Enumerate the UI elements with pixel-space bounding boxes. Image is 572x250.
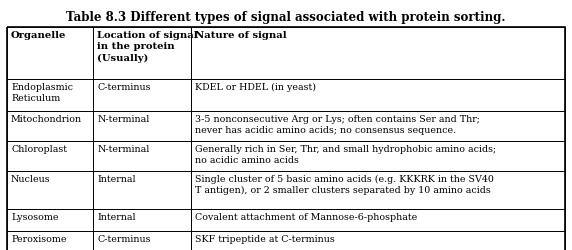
Text: C-terminus: C-terminus — [97, 83, 151, 92]
Text: SKF tripeptide at C-terminus: SKF tripeptide at C-terminus — [195, 235, 335, 244]
Bar — [7, 111, 93, 141]
Bar — [191, 111, 565, 141]
Bar — [93, 111, 191, 141]
Text: 3-5 nonconsecutive Arg or Lys; often contains Ser and Thr;
never has acidic amin: 3-5 nonconsecutive Arg or Lys; often con… — [195, 115, 480, 135]
Bar — [191, 79, 565, 111]
Bar — [191, 231, 565, 250]
Text: Location of signal
in the protein
(Usually): Location of signal in the protein (Usual… — [97, 31, 198, 63]
Text: N-terminal: N-terminal — [97, 145, 150, 154]
Text: Organelle: Organelle — [11, 31, 66, 40]
Text: N-terminal: N-terminal — [97, 115, 150, 124]
Text: C-terminus: C-terminus — [97, 235, 151, 244]
Bar — [7, 171, 93, 209]
Text: Lysosome: Lysosome — [11, 213, 58, 222]
Bar — [7, 27, 93, 79]
Bar — [191, 171, 565, 209]
Text: Generally rich in Ser, Thr, and small hydrophobic amino acids;
no acidic amino a: Generally rich in Ser, Thr, and small hy… — [195, 145, 496, 165]
Bar — [7, 79, 93, 111]
Text: Table 8.3 Different types of signal associated with protein sorting.: Table 8.3 Different types of signal asso… — [66, 11, 506, 24]
Text: Internal: Internal — [97, 213, 136, 222]
Text: Endoplasmic
Reticulum: Endoplasmic Reticulum — [11, 83, 73, 103]
Text: Nucleus: Nucleus — [11, 175, 51, 184]
Bar — [7, 209, 93, 231]
Bar — [93, 231, 191, 250]
Bar — [93, 171, 191, 209]
Bar — [93, 27, 191, 79]
Bar — [191, 209, 565, 231]
Text: Mitochondrion: Mitochondrion — [11, 115, 82, 124]
Text: Covalent attachment of Mannose-6-phosphate: Covalent attachment of Mannose-6-phospha… — [195, 213, 418, 222]
Bar — [191, 27, 565, 79]
Bar — [93, 209, 191, 231]
Bar — [93, 79, 191, 111]
Text: Internal: Internal — [97, 175, 136, 184]
Text: Peroxisome: Peroxisome — [11, 235, 66, 244]
Bar — [191, 141, 565, 171]
Bar — [7, 231, 93, 250]
Bar — [93, 141, 191, 171]
Bar — [7, 141, 93, 171]
Text: KDEL or HDEL (in yeast): KDEL or HDEL (in yeast) — [195, 83, 316, 92]
Text: Nature of signal: Nature of signal — [195, 31, 287, 40]
Text: Chloroplast: Chloroplast — [11, 145, 67, 154]
Text: Single cluster of 5 basic amino acids (e.g. KKKRK in the SV40
T antigen), or 2 s: Single cluster of 5 basic amino acids (e… — [195, 175, 494, 196]
